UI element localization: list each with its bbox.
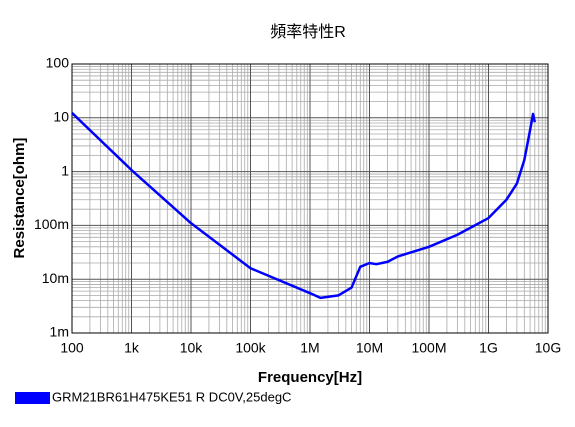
- y-tick-label: 1: [61, 162, 69, 178]
- y-tick-label: 100m: [34, 216, 69, 232]
- y-axis-label: Resistance[ohm]: [11, 138, 28, 259]
- legend-label: GRM21BR61H475KE51 R DC0V,25degC: [52, 389, 291, 404]
- x-tick-label: 1M: [300, 340, 319, 356]
- y-tick-label: 100: [46, 55, 70, 71]
- chart-title: 頻率特性R: [270, 23, 346, 41]
- plot-frame: [71, 63, 549, 334]
- x-tick-label: 1G: [479, 340, 498, 356]
- x-axis-label: Frequency[Hz]: [258, 369, 362, 386]
- x-tick-label: 10G: [535, 340, 561, 356]
- data-line: [71, 112, 537, 300]
- y-tick-label: 1m: [50, 324, 69, 340]
- x-tick-label: 100: [60, 340, 84, 356]
- legend-swatch: [15, 392, 50, 404]
- x-tick-label: 10M: [356, 340, 383, 356]
- x-tick-label: 10k: [180, 340, 204, 356]
- y-tick-label: 10: [53, 109, 69, 125]
- y-tick-label: 10m: [42, 270, 69, 286]
- x-tick-label: 1k: [124, 340, 140, 356]
- x-tick-label: 100k: [235, 340, 266, 356]
- x-tick-label: 100M: [411, 340, 446, 356]
